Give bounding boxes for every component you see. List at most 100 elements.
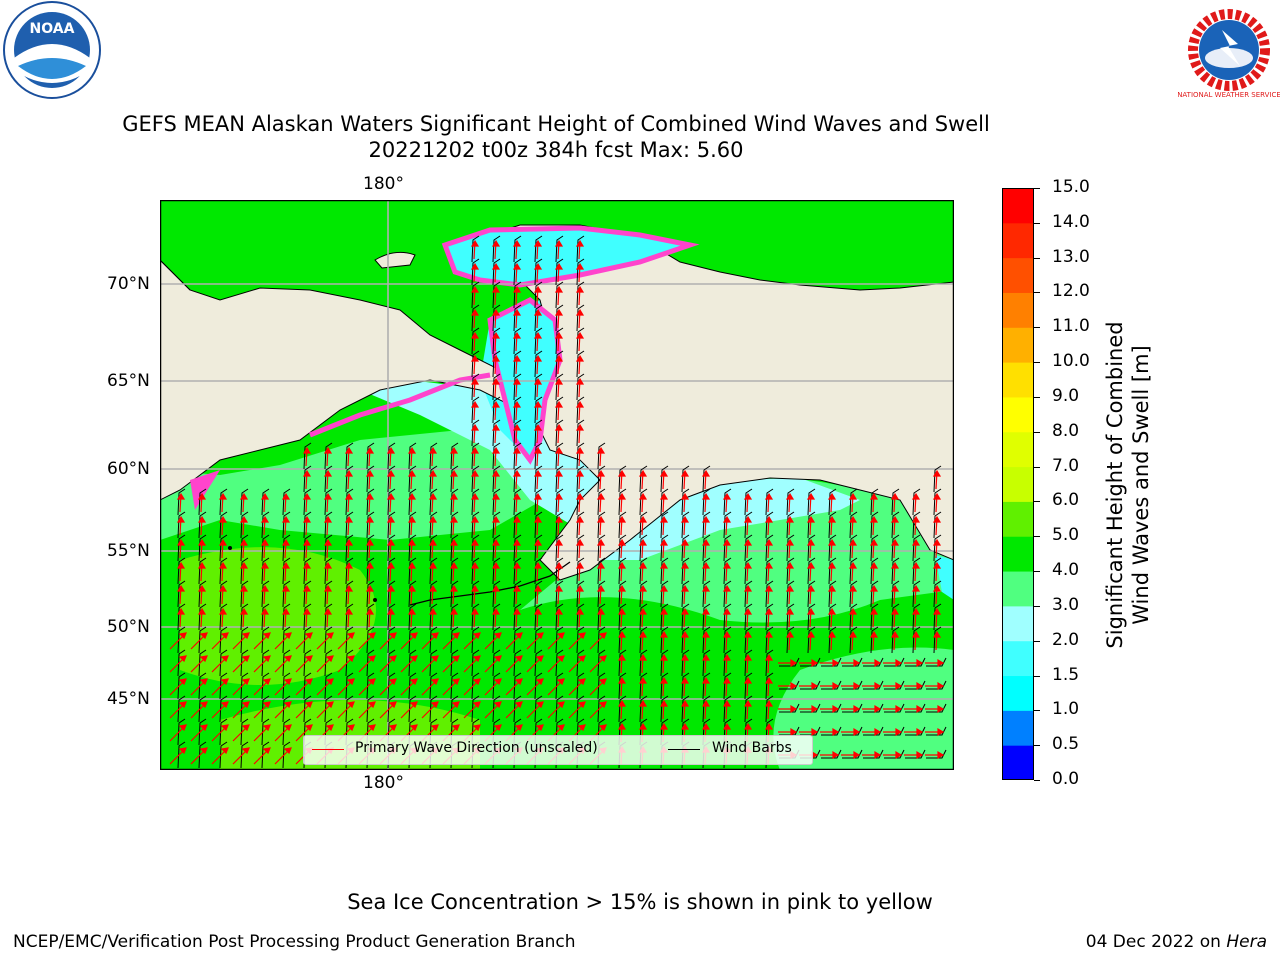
wind-barb — [849, 534, 858, 562]
wave-arrow — [316, 701, 334, 719]
lat-label: 45°N — [107, 689, 150, 709]
wind-barb — [849, 603, 858, 631]
wave-arrow — [932, 538, 942, 559]
wind-barb — [639, 672, 648, 700]
wave-arrow — [575, 446, 585, 467]
wave-arrow — [386, 515, 396, 536]
colorbar — [1002, 188, 1034, 781]
wave-arrow — [932, 469, 942, 490]
wind-barb-legend-label: Wind Barbs — [712, 740, 792, 756]
wave-arrow — [554, 262, 564, 283]
wind-barb — [555, 396, 564, 424]
wave-arrow — [554, 377, 564, 398]
wave-arrow — [295, 724, 313, 742]
wind-barb — [681, 534, 690, 562]
wind-barb — [807, 557, 816, 585]
wave-arrow — [890, 515, 900, 536]
wind-barb — [219, 649, 228, 677]
wind-barb — [492, 350, 501, 378]
wind-barb — [534, 281, 543, 309]
wave-arrow — [449, 515, 459, 536]
wind-barb — [723, 511, 732, 539]
wind-barb — [177, 626, 186, 654]
wave-arrow — [589, 632, 607, 650]
wave-arrow — [274, 747, 292, 765]
wind-barb — [597, 557, 606, 585]
colorbar-tick-label: 7.0 — [1052, 455, 1080, 476]
wave-arrow — [428, 515, 438, 536]
colorbar-segment — [1002, 327, 1034, 363]
wind-barb — [303, 511, 312, 539]
wave-arrow — [659, 630, 669, 651]
wave-arrow — [575, 308, 585, 329]
wind-barb — [324, 695, 333, 723]
wave-arrow — [358, 701, 376, 719]
wind-barb — [639, 649, 648, 677]
colorbar-tick-mark — [1034, 536, 1040, 538]
wave-arrow — [260, 607, 270, 628]
wave-arrow — [596, 607, 606, 628]
wind-barb — [660, 511, 669, 539]
wave-arrow — [764, 515, 774, 536]
wave-arrow — [197, 561, 207, 582]
colorbar-tick-label: 10.0 — [1052, 351, 1090, 372]
wave-arrow — [596, 515, 606, 536]
wave-arrow — [232, 632, 250, 650]
wave-arrow — [848, 492, 858, 513]
wave-arrow — [932, 515, 942, 536]
wind-barb — [513, 281, 522, 309]
wind-barb — [240, 511, 249, 539]
wind-barb — [324, 672, 333, 700]
wind-barb — [926, 703, 947, 713]
wind-barb — [177, 672, 186, 700]
wind-barb — [660, 603, 669, 631]
wave-arrow — [785, 515, 795, 536]
wind-barb — [723, 626, 732, 654]
wave-arrow — [778, 704, 798, 714]
wind-barb — [282, 557, 291, 585]
wind-barb — [534, 580, 543, 608]
wind-barb — [198, 534, 207, 562]
wind-barb — [576, 557, 585, 585]
wave-arrow — [232, 678, 250, 696]
wave-arrow — [722, 538, 732, 559]
wave-arrow — [344, 515, 354, 536]
wind-barb — [905, 749, 926, 759]
wave-arrow — [428, 469, 438, 490]
wind-barb — [492, 488, 501, 516]
wave-arrow — [554, 538, 564, 559]
wind-barb — [198, 649, 207, 677]
colorbar-segment — [1002, 745, 1034, 781]
wind-barb — [366, 672, 375, 700]
wind-barb — [534, 695, 543, 723]
wave-arrow — [575, 607, 585, 628]
wind-barb — [723, 580, 732, 608]
wave-arrow — [869, 630, 879, 651]
wind-barb — [534, 649, 543, 677]
wind-barb — [576, 488, 585, 516]
wave-arrow — [491, 538, 501, 559]
wave-arrow — [743, 538, 753, 559]
wind-barb — [345, 465, 354, 493]
wave-direction-legend-line — [312, 749, 344, 750]
colorbar-segment — [1002, 188, 1034, 224]
wave-arrow — [400, 655, 418, 673]
wave-arrow — [211, 747, 229, 765]
wind-barb — [429, 488, 438, 516]
colorbar-tick-label: 0.5 — [1052, 734, 1080, 755]
wave-arrow — [533, 262, 543, 283]
wave-arrow — [386, 446, 396, 467]
wave-arrow — [512, 492, 522, 513]
wind-barb — [702, 511, 711, 539]
wind-barb — [450, 511, 459, 539]
wave-arrow — [883, 727, 903, 737]
wave-arrow — [547, 678, 565, 696]
map-svg — [159, 199, 955, 771]
wave-arrow — [722, 492, 732, 513]
wave-arrow — [449, 446, 459, 467]
wind-barb-legend-line — [668, 749, 700, 750]
wind-barb — [429, 626, 438, 654]
wind-barb — [555, 281, 564, 309]
wave-arrow — [680, 538, 690, 559]
wind-barb — [282, 626, 291, 654]
